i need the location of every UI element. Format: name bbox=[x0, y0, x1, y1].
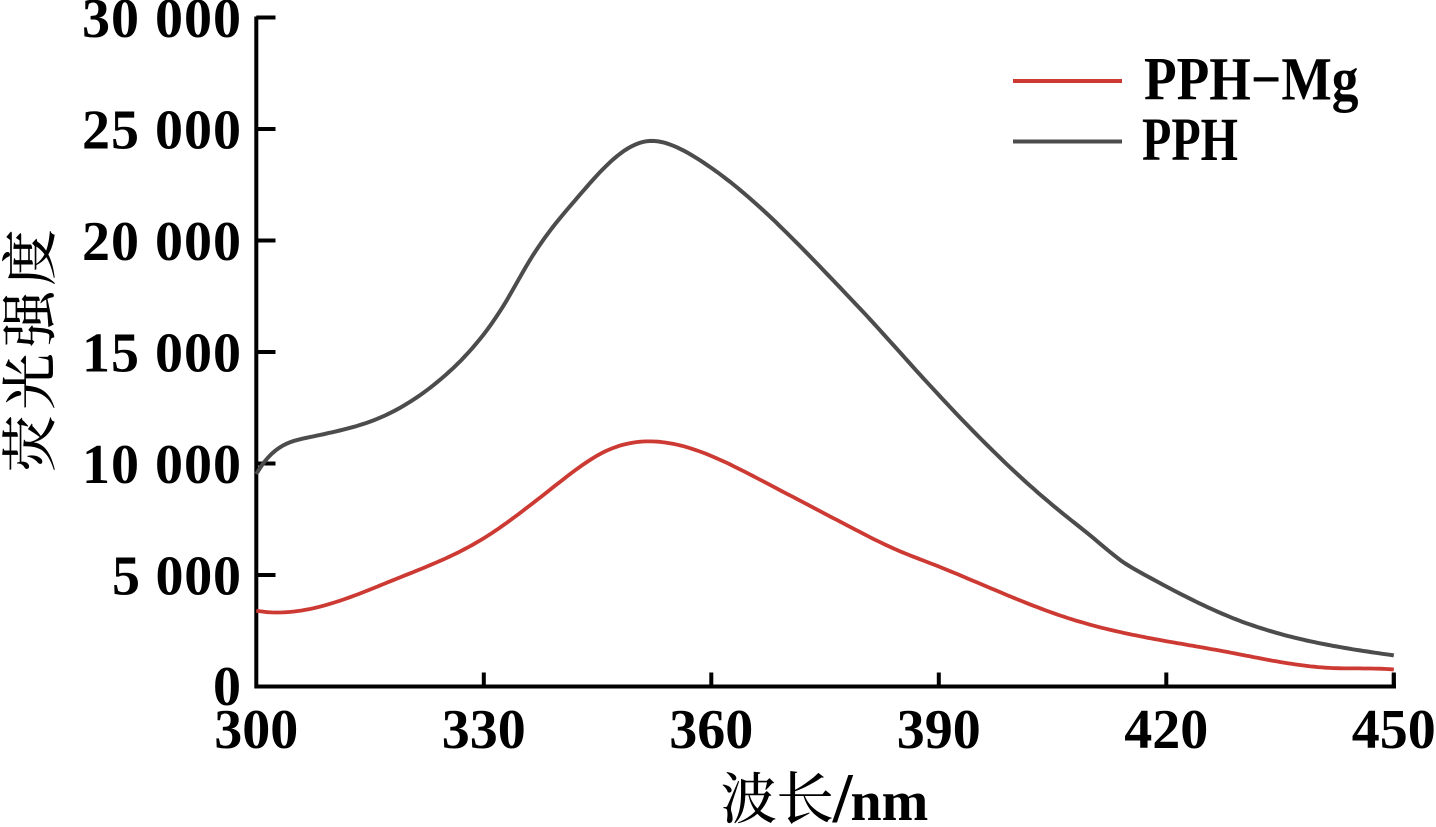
svg-text:20 000: 20 000 bbox=[82, 211, 241, 273]
svg-text:15 000: 15 000 bbox=[82, 323, 241, 385]
svg-text:420: 420 bbox=[1124, 699, 1208, 761]
svg-text:5 000: 5 000 bbox=[112, 546, 241, 608]
svg-text:PPH: PPH bbox=[1142, 107, 1238, 174]
svg-text:390: 390 bbox=[897, 699, 981, 761]
svg-text:30 000: 30 000 bbox=[82, 0, 241, 50]
svg-text:450: 450 bbox=[1352, 699, 1436, 761]
svg-text:330: 330 bbox=[442, 699, 526, 761]
svg-text:PPH−Mg: PPH−Mg bbox=[1144, 47, 1359, 114]
svg-text:360: 360 bbox=[669, 699, 753, 761]
svg-text:/: / bbox=[832, 760, 854, 827]
svg-text:nm: nm bbox=[851, 771, 929, 827]
svg-text:0: 0 bbox=[213, 656, 241, 718]
svg-text:300: 300 bbox=[214, 699, 298, 761]
svg-text:10 000: 10 000 bbox=[82, 434, 241, 496]
svg-text:25 000: 25 000 bbox=[82, 100, 241, 162]
